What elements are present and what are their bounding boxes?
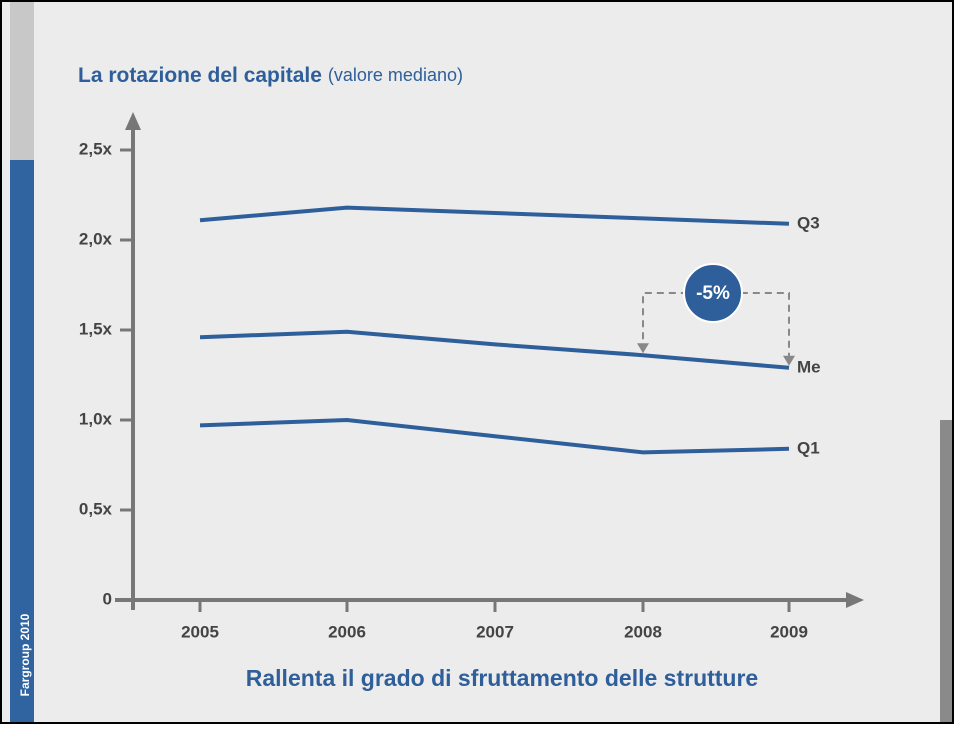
series-label: Q1 bbox=[797, 438, 820, 457]
x-tick-label: 2009 bbox=[770, 622, 808, 641]
chart: Fargroup 2010 La rotazione del capitale (… bbox=[0, 0, 954, 724]
x-tick-label: 2008 bbox=[624, 622, 662, 641]
y-tick-label: 2,0x bbox=[79, 229, 113, 248]
y-tick-label: 0 bbox=[103, 589, 112, 608]
y-tick-label: 0,5x bbox=[79, 499, 113, 518]
title-main: La rotazione del capitale bbox=[78, 64, 322, 87]
subtitle: Rallenta il grado di sfruttamento delle … bbox=[246, 665, 758, 691]
y-tick-label: 1,5x bbox=[79, 319, 113, 338]
series-label: Me bbox=[797, 357, 821, 376]
x-tick-label: 2007 bbox=[476, 622, 514, 641]
y-tick-label: 2,5x bbox=[79, 139, 113, 158]
y-tick-label: 1,0x bbox=[79, 409, 113, 428]
page: Fargroup 2010 La rotazione del capitale (… bbox=[0, 0, 954, 729]
footer: Fargroup 2010 bbox=[18, 613, 32, 696]
right-strip bbox=[940, 420, 954, 724]
x-tick-label: 2006 bbox=[328, 622, 366, 641]
title-note: (valore mediano) bbox=[328, 65, 463, 85]
annotation-label: -5% bbox=[696, 283, 730, 304]
x-tick-label: 2005 bbox=[181, 622, 219, 641]
side-strip-top bbox=[10, 0, 34, 160]
series-label: Q3 bbox=[797, 213, 820, 232]
chart-title: La rotazione del capitale (valore mediano… bbox=[78, 64, 463, 87]
